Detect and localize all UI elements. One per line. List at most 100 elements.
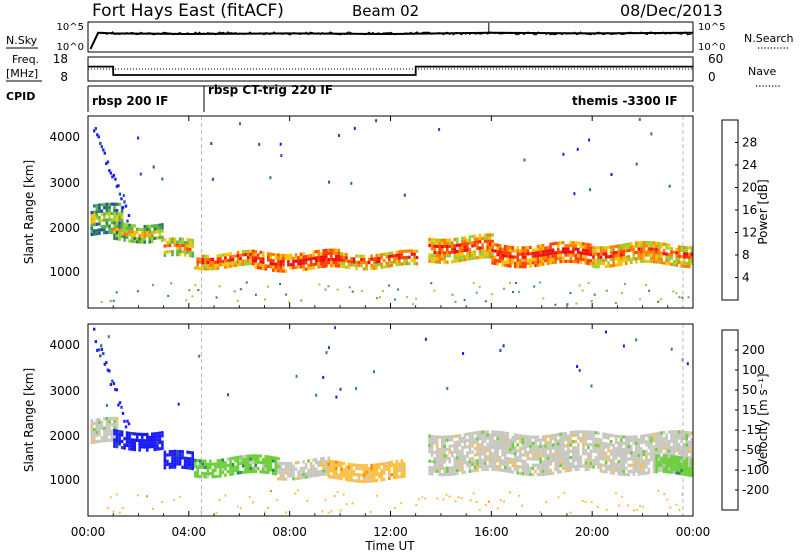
- power-cell: [319, 261, 323, 265]
- power-cell: [514, 261, 517, 265]
- power-cell: [655, 251, 658, 255]
- power-cell: [440, 257, 444, 261]
- velocity-cell: [614, 437, 618, 441]
- velocity-cell: [514, 452, 517, 456]
- velocity-cell: [541, 454, 545, 458]
- power-speckle: [657, 300, 660, 303]
- velocity-cell: [635, 463, 638, 467]
- velocity-cell: [662, 440, 666, 444]
- velocity-cell: [456, 459, 459, 463]
- power-cell: [458, 255, 462, 260]
- velocity-cell: [193, 458, 197, 462]
- velocity-cell: [541, 450, 545, 455]
- velocity-cell: [446, 466, 449, 470]
- power-cell: [352, 257, 356, 261]
- velocity-cell: [501, 431, 504, 435]
- velocity-cell: [461, 446, 464, 450]
- velocity-cell: [161, 446, 164, 450]
- power-cell: [662, 248, 666, 253]
- velocity-cell: [607, 455, 610, 459]
- velocity-cell: [342, 461, 346, 466]
- power-cell: [178, 246, 182, 250]
- velocity-cell: [478, 437, 482, 441]
- velocity-cell: [317, 460, 320, 464]
- velocity-cell: [319, 463, 323, 467]
- power-cell: [529, 252, 532, 256]
- velocity-cell: [90, 434, 94, 438]
- power-cell: [440, 245, 444, 249]
- power-cell: [660, 254, 663, 258]
- velocity-cell: [138, 439, 141, 443]
- velocity-cell: [503, 456, 507, 460]
- velocity-cell: [173, 456, 177, 460]
- power-streak: [126, 219, 129, 223]
- power-cell: [408, 255, 411, 259]
- velocity-cell: [451, 435, 454, 439]
- velocity-cell: [680, 469, 683, 473]
- velocity-cell: [501, 440, 504, 444]
- velocity-cell: [584, 467, 588, 471]
- power-cell: [297, 265, 300, 269]
- velocity-cell: [635, 444, 638, 448]
- power-cell: [95, 210, 99, 214]
- power-cell: [166, 250, 169, 254]
- power-cell: [645, 244, 648, 248]
- velocity-cell: [196, 459, 199, 463]
- velocity-cell: [430, 434, 434, 439]
- power-cell: [123, 222, 126, 226]
- power-cell: [105, 209, 109, 213]
- power-cell: [478, 252, 482, 256]
- velocity-cell: [327, 465, 331, 469]
- power-cell: [652, 250, 656, 254]
- velocity-cell: [463, 439, 467, 443]
- velocity-cell: [249, 460, 252, 464]
- velocity-cell: [259, 470, 262, 474]
- velocity-cell: [677, 456, 681, 460]
- velocity-cell: [632, 438, 636, 442]
- velocity-cell: [478, 462, 482, 466]
- velocity-cell: [554, 442, 557, 447]
- velocity-far-point: [105, 403, 108, 407]
- velocity-cell: [549, 453, 552, 457]
- velocity-far-point: [635, 338, 638, 342]
- velocity-cell: [340, 470, 343, 475]
- velocity-cell: [214, 465, 217, 469]
- velocity-far-point: [177, 402, 180, 406]
- power-cell: [120, 212, 124, 216]
- velocity-cell: [574, 430, 578, 434]
- power-cell: [375, 260, 378, 264]
- power-cell: [599, 255, 603, 259]
- velocity-cell: [451, 466, 454, 470]
- power-cell: [153, 230, 157, 234]
- power-cell: [443, 238, 446, 242]
- power-cell: [362, 261, 366, 265]
- velocity-cell: [526, 435, 530, 439]
- velocity-cell: [574, 458, 578, 462]
- power-cell: [294, 253, 298, 257]
- velocity-cell: [637, 469, 641, 473]
- velocity-cell: [468, 441, 472, 445]
- velocity-cell: [559, 445, 562, 449]
- velocity-cell: [261, 457, 265, 462]
- power-cell: [624, 258, 628, 262]
- velocity-cell: [624, 457, 628, 461]
- power-cell: [340, 252, 343, 256]
- velocity-cell: [451, 450, 454, 454]
- velocity-cell: [529, 469, 532, 473]
- power-cell: [113, 205, 116, 209]
- velocity-cell: [642, 462, 646, 466]
- velocity-cell: [564, 453, 567, 457]
- velocity-cell: [478, 443, 482, 447]
- power-cell: [335, 264, 338, 268]
- velocity-cell: [468, 460, 472, 464]
- velocity-cell: [372, 463, 376, 467]
- power-cell: [146, 224, 149, 228]
- power-cell: [277, 256, 280, 260]
- power-cell: [254, 262, 257, 266]
- velocity-cell: [204, 459, 207, 463]
- power-cell: [677, 245, 681, 249]
- velocity-cell: [314, 473, 318, 477]
- velocity-cell: [309, 462, 313, 466]
- velocity-cell: [660, 440, 663, 444]
- velocity-cell: [491, 439, 494, 443]
